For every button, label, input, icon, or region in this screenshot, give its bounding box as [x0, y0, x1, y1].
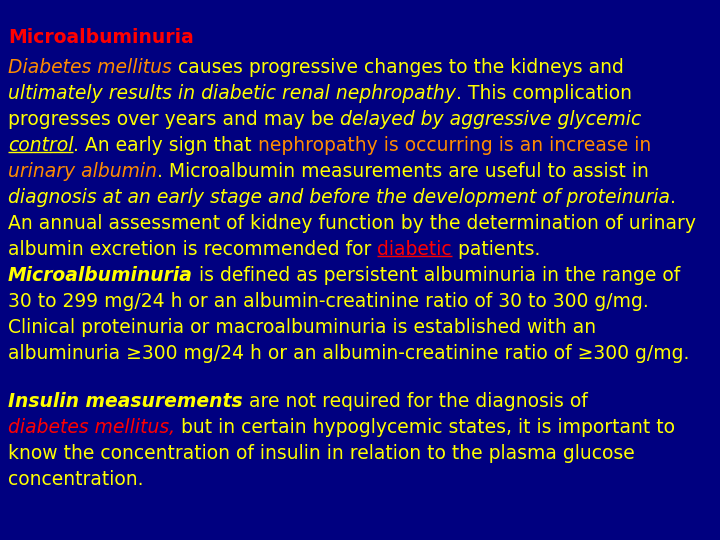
Text: diabetic: diabetic	[377, 240, 452, 259]
Text: Microalbuminuria: Microalbuminuria	[8, 266, 193, 285]
Text: 30 to 299 mg/24 h or an albumin-creatinine ratio of 30 to 300 g/mg.: 30 to 299 mg/24 h or an albumin-creatini…	[8, 292, 649, 311]
Text: is defined as persistent albuminuria in the range of: is defined as persistent albuminuria in …	[193, 266, 680, 285]
Text: albumin excretion is recommended for: albumin excretion is recommended for	[8, 240, 377, 259]
Text: . An early sign that: . An early sign that	[73, 136, 258, 155]
Text: diabetes mellitus,: diabetes mellitus,	[8, 418, 175, 437]
Text: . This complication: . This complication	[456, 84, 632, 103]
Text: control: control	[8, 136, 73, 155]
Text: concentration.: concentration.	[8, 470, 143, 489]
Text: know the concentration of insulin in relation to the plasma glucose: know the concentration of insulin in rel…	[8, 444, 635, 463]
Text: are not required for the diagnosis of: are not required for the diagnosis of	[243, 392, 588, 411]
Text: .: .	[670, 188, 676, 207]
Text: urinary albumin: urinary albumin	[8, 162, 157, 181]
Text: diagnosis at an early stage and before the development of proteinuria: diagnosis at an early stage and before t…	[8, 188, 670, 207]
Text: Microalbuminuria: Microalbuminuria	[8, 28, 194, 47]
Text: Insulin measurements: Insulin measurements	[8, 392, 243, 411]
Text: albuminuria ≥300 mg/24 h or an albumin-creatinine ratio of ≥300 g/mg.: albuminuria ≥300 mg/24 h or an albumin-c…	[8, 344, 689, 363]
Text: delayed by aggressive glycemic: delayed by aggressive glycemic	[340, 110, 642, 129]
Text: nephropathy is occurring is an increase in: nephropathy is occurring is an increase …	[258, 136, 652, 155]
Text: An annual assessment of kidney function by the determination of urinary: An annual assessment of kidney function …	[8, 214, 696, 233]
Text: but in certain hypoglycemic states, it is important to: but in certain hypoglycemic states, it i…	[175, 418, 675, 437]
Text: causes progressive changes to the kidneys and: causes progressive changes to the kidney…	[172, 58, 624, 77]
Text: Diabetes mellitus: Diabetes mellitus	[8, 58, 172, 77]
Text: progresses over years and may be: progresses over years and may be	[8, 110, 340, 129]
Text: patients.: patients.	[452, 240, 541, 259]
Text: Clinical proteinuria or macroalbuminuria is established with an: Clinical proteinuria or macroalbuminuria…	[8, 318, 596, 337]
Text: ultimately results in diabetic renal nephropathy: ultimately results in diabetic renal nep…	[8, 84, 456, 103]
Text: . Microalbumin measurements are useful to assist in: . Microalbumin measurements are useful t…	[157, 162, 649, 181]
